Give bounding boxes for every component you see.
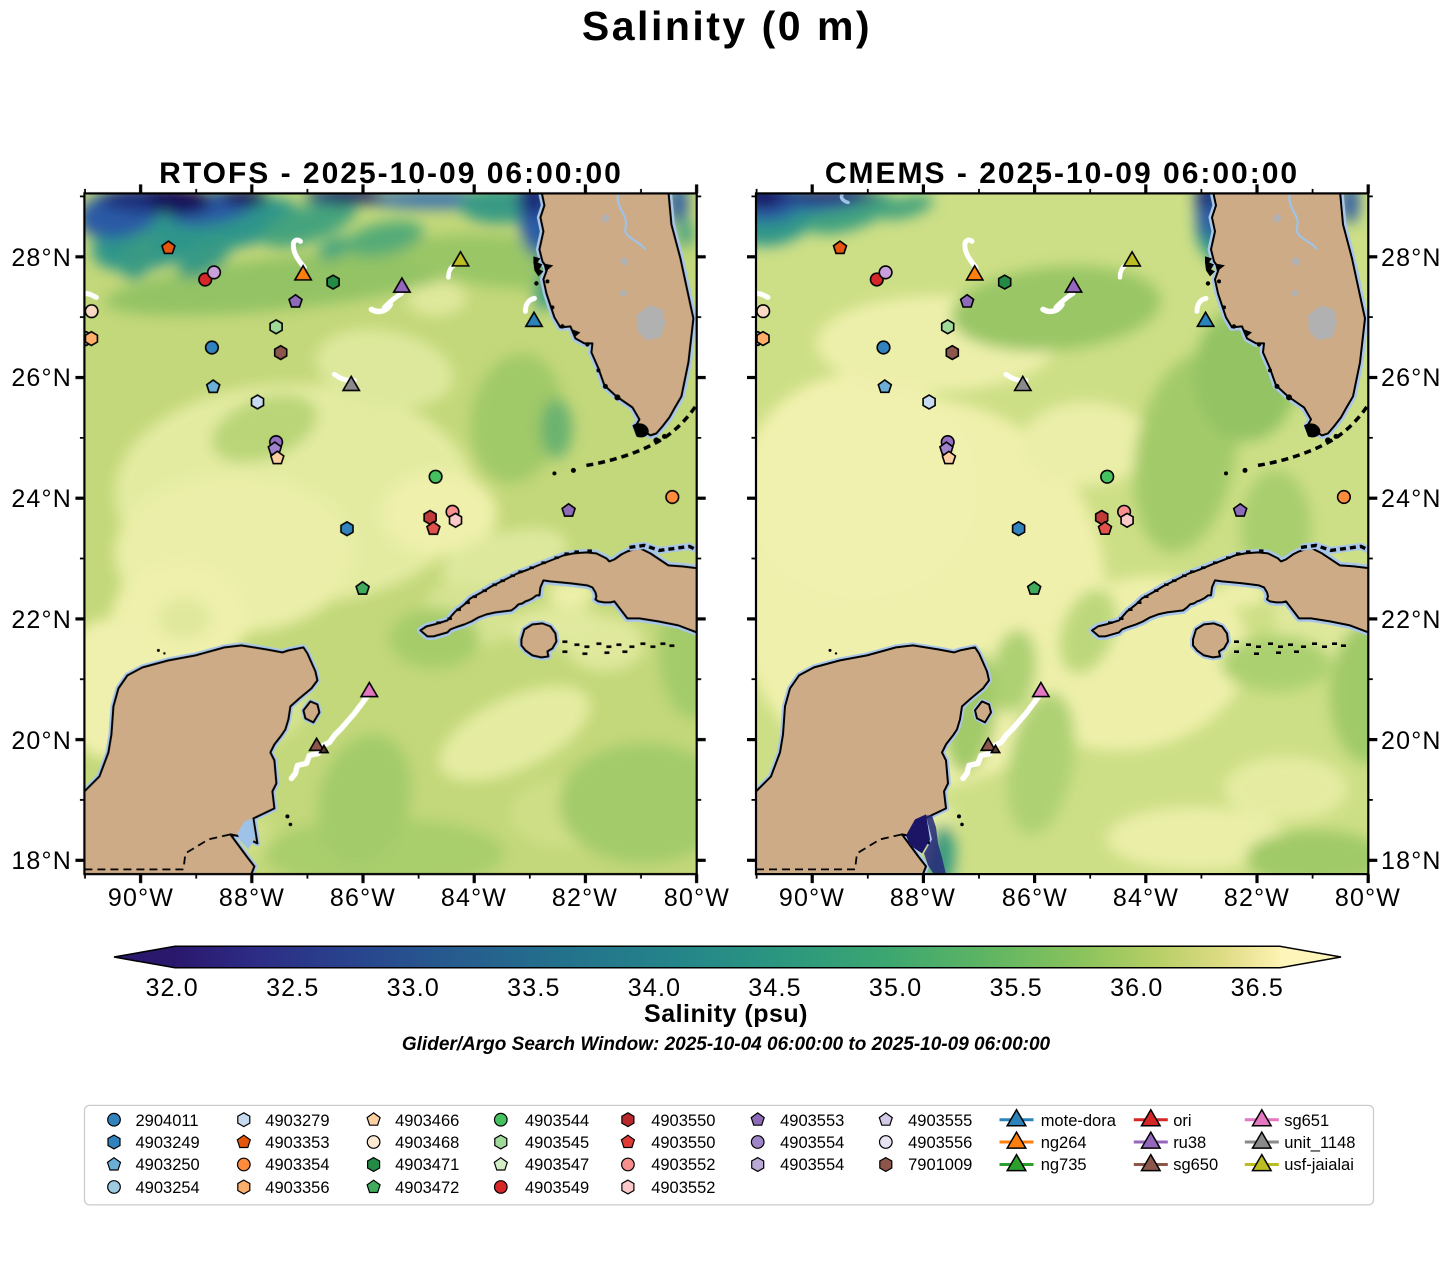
svg-text:sg651: sg651 <box>1284 1112 1329 1130</box>
svg-text:18°N: 18°N <box>11 847 72 875</box>
svg-text:80°W: 80°W <box>1335 884 1401 912</box>
svg-text:86°W: 86°W <box>1002 884 1068 912</box>
svg-text:80°W: 80°W <box>664 884 730 912</box>
svg-text:4903249: 4903249 <box>136 1134 200 1152</box>
svg-text:84°W: 84°W <box>1113 884 1179 912</box>
svg-text:4903356: 4903356 <box>265 1179 329 1197</box>
svg-text:mote-dora: mote-dora <box>1041 1112 1117 1130</box>
svg-text:82°W: 82°W <box>1224 884 1290 912</box>
svg-text:28°N: 28°N <box>11 244 72 272</box>
svg-text:4903354: 4903354 <box>265 1156 329 1174</box>
svg-text:35.5: 35.5 <box>989 974 1042 1002</box>
svg-text:RTOFS - 2025-10-09 06:00:00: RTOFS - 2025-10-09 06:00:00 <box>159 157 623 190</box>
svg-text:ng735: ng735 <box>1041 1156 1087 1174</box>
svg-text:Salinity (psu): Salinity (psu) <box>644 1000 808 1028</box>
svg-text:84°W: 84°W <box>441 884 507 912</box>
svg-text:26°N: 26°N <box>11 364 72 392</box>
svg-text:90°W: 90°W <box>779 884 845 912</box>
svg-text:4903553: 4903553 <box>780 1112 844 1130</box>
svg-text:22°N: 22°N <box>1381 606 1442 634</box>
svg-text:usf-jaialai: usf-jaialai <box>1284 1156 1354 1174</box>
svg-text:90°W: 90°W <box>108 884 174 912</box>
svg-text:unit_1148: unit_1148 <box>1284 1134 1355 1152</box>
svg-text:4903554: 4903554 <box>780 1134 844 1152</box>
svg-text:32.5: 32.5 <box>266 974 319 1002</box>
svg-text:36.0: 36.0 <box>1110 974 1163 1002</box>
svg-text:Salinity (0 m): Salinity (0 m) <box>582 3 872 49</box>
svg-text:4903556: 4903556 <box>908 1134 972 1152</box>
svg-text:20°N: 20°N <box>11 727 72 755</box>
svg-text:26°N: 26°N <box>1381 364 1442 392</box>
svg-text:4903547: 4903547 <box>525 1156 589 1174</box>
svg-text:33.5: 33.5 <box>507 974 560 1002</box>
svg-text:35.0: 35.0 <box>869 974 922 1002</box>
svg-text:4903550: 4903550 <box>651 1112 715 1130</box>
svg-text:4903353: 4903353 <box>265 1134 329 1152</box>
svg-text:4903250: 4903250 <box>136 1156 200 1174</box>
svg-text:82°W: 82°W <box>552 884 618 912</box>
svg-text:ru38: ru38 <box>1173 1134 1206 1152</box>
svg-text:7901009: 7901009 <box>908 1156 972 1174</box>
svg-text:4903552: 4903552 <box>651 1179 715 1197</box>
svg-text:33.0: 33.0 <box>387 974 440 1002</box>
svg-text:4903550: 4903550 <box>651 1134 715 1152</box>
svg-text:36.5: 36.5 <box>1231 974 1284 1002</box>
svg-text:4903279: 4903279 <box>265 1112 329 1130</box>
svg-text:86°W: 86°W <box>330 884 396 912</box>
svg-text:2904011: 2904011 <box>136 1112 199 1130</box>
svg-text:22°N: 22°N <box>11 606 72 634</box>
svg-text:88°W: 88°W <box>890 884 956 912</box>
svg-text:Glider/Argo Search Window: 202: Glider/Argo Search Window: 2025-10-04 06… <box>402 1034 1051 1055</box>
svg-text:34.0: 34.0 <box>628 974 681 1002</box>
svg-text:4903254: 4903254 <box>136 1179 200 1197</box>
svg-text:32.0: 32.0 <box>145 974 198 1002</box>
svg-text:4903549: 4903549 <box>525 1179 589 1197</box>
svg-text:28°N: 28°N <box>1381 244 1442 272</box>
svg-text:sg650: sg650 <box>1173 1156 1218 1174</box>
svg-text:4903468: 4903468 <box>395 1134 459 1152</box>
svg-text:18°N: 18°N <box>1381 847 1442 875</box>
svg-text:4903466: 4903466 <box>395 1112 459 1130</box>
svg-text:34.5: 34.5 <box>748 974 801 1002</box>
svg-text:ori: ori <box>1173 1112 1191 1130</box>
svg-text:20°N: 20°N <box>1381 727 1442 755</box>
svg-text:88°W: 88°W <box>219 884 285 912</box>
svg-text:4903545: 4903545 <box>525 1134 589 1152</box>
svg-text:4903552: 4903552 <box>651 1156 715 1174</box>
svg-text:24°N: 24°N <box>1381 485 1442 513</box>
svg-text:ng264: ng264 <box>1041 1134 1087 1152</box>
svg-text:4903554: 4903554 <box>780 1156 844 1174</box>
svg-text:4903471: 4903471 <box>395 1156 459 1174</box>
svg-text:CMEMS - 2025-10-09 06:00:00: CMEMS - 2025-10-09 06:00:00 <box>825 157 1299 190</box>
svg-text:24°N: 24°N <box>11 485 72 513</box>
svg-text:4903472: 4903472 <box>395 1179 459 1197</box>
svg-text:4903544: 4903544 <box>525 1112 589 1130</box>
svg-text:4903555: 4903555 <box>908 1112 972 1130</box>
